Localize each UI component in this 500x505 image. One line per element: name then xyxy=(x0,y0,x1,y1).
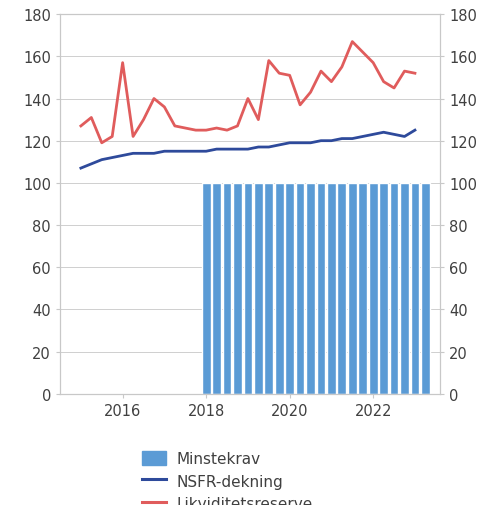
Bar xyxy=(202,183,210,394)
Bar xyxy=(410,183,420,394)
Bar xyxy=(390,183,398,394)
Bar xyxy=(275,183,283,394)
Bar xyxy=(327,183,336,394)
Bar xyxy=(400,183,409,394)
Bar xyxy=(421,183,430,394)
Bar xyxy=(338,183,346,394)
Bar xyxy=(369,183,378,394)
Bar xyxy=(233,183,242,394)
Legend: Minstekrav, NSFR-dekning, Likviditetsreserve: Minstekrav, NSFR-dekning, Likviditetsres… xyxy=(142,451,313,505)
Bar xyxy=(286,183,294,394)
Bar xyxy=(316,183,326,394)
Bar xyxy=(244,183,252,394)
Bar xyxy=(358,183,367,394)
Bar xyxy=(264,183,273,394)
Bar xyxy=(296,183,304,394)
Bar xyxy=(306,183,315,394)
Bar xyxy=(379,183,388,394)
Bar xyxy=(212,183,221,394)
Bar xyxy=(254,183,262,394)
Bar xyxy=(222,183,232,394)
Bar xyxy=(348,183,356,394)
